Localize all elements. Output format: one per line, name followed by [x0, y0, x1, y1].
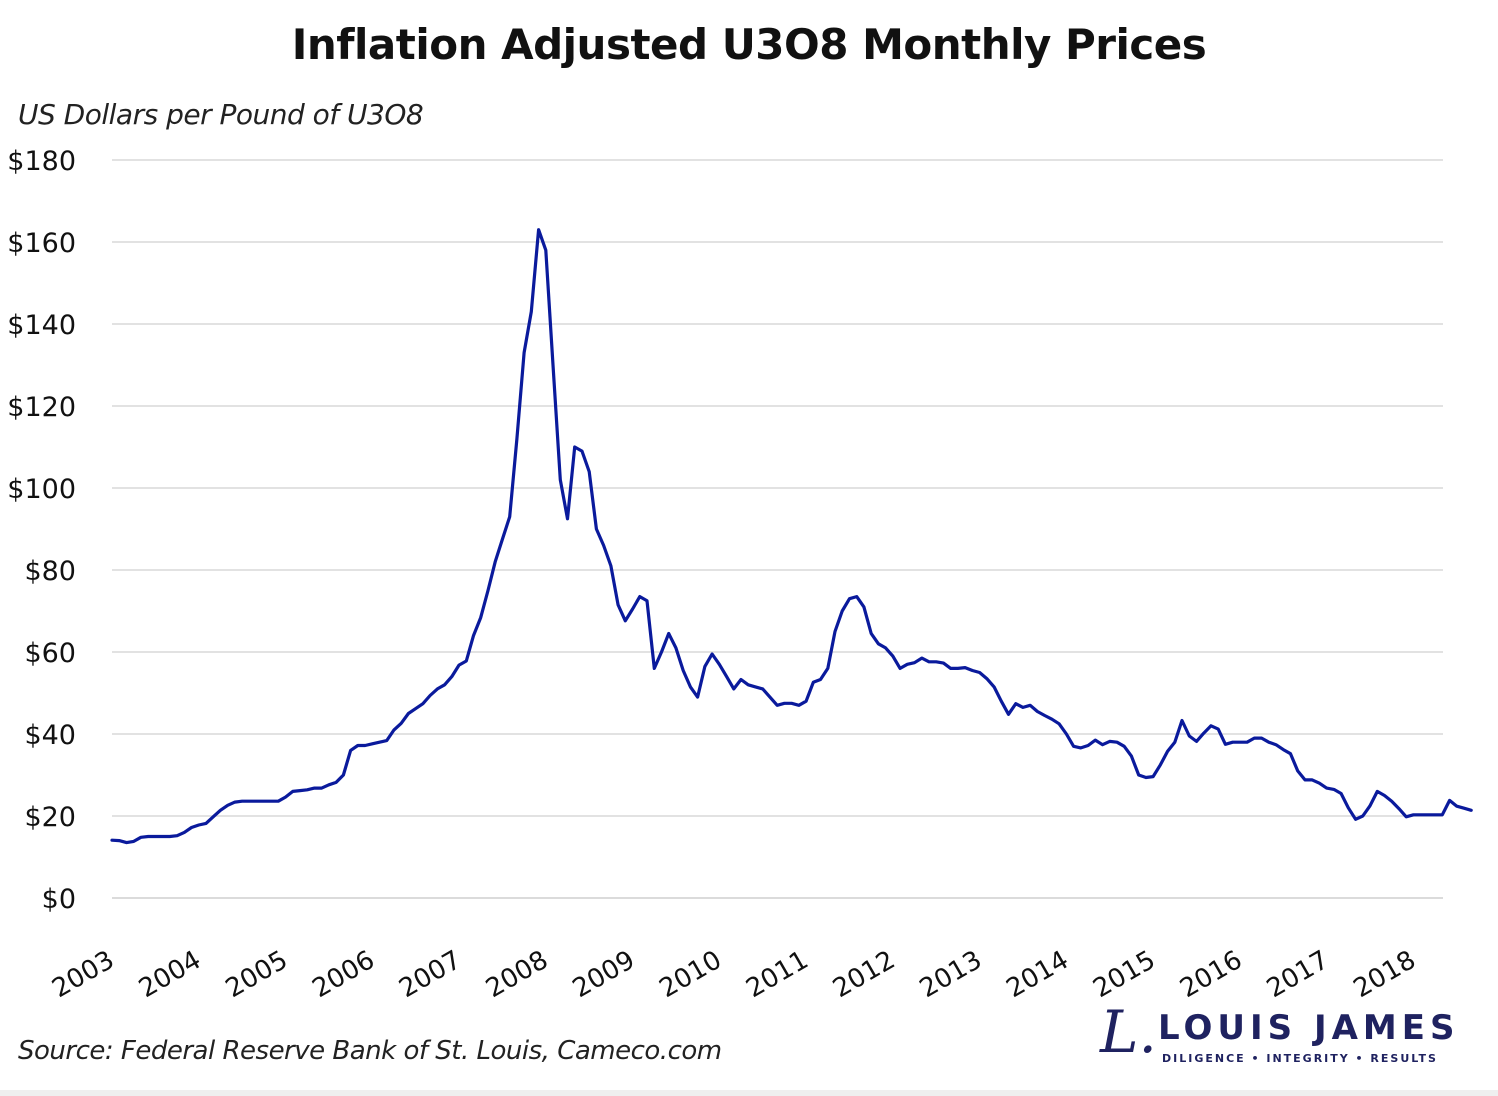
x-tick-label: 2016 [1175, 945, 1247, 1000]
x-tick-label: 2003 [47, 945, 119, 1000]
x-tick-label: 2009 [568, 945, 640, 1000]
y-tick-label: $20 [24, 802, 76, 833]
louis-james-logo: L. LOUIS JAMES DILIGENCE • INTEGRITY • R… [1100, 998, 1480, 1074]
logo-name: LOUIS JAMES [1158, 1008, 1460, 1048]
x-tick-label: 2010 [655, 945, 727, 1000]
y-tick-label: $60 [24, 638, 76, 669]
x-tick-label: 2015 [1088, 945, 1160, 1000]
line-chart: $0$20$40$60$80$100$120$140$160$180 2003 2… [7, 146, 1473, 1000]
logo-script-letter-icon: L. [1100, 998, 1157, 1066]
y-axis-label: US Dollars per Pound of U3O8 [18, 98, 424, 131]
y-tick-label: $0 [42, 884, 76, 915]
x-tick-label: 2018 [1349, 945, 1421, 1000]
series-group [110, 228, 1473, 845]
series-line-u3o8-price [110, 228, 1473, 845]
x-tick-label: 2017 [1262, 945, 1334, 1000]
x-tick-labels: 2003 2004 2005 2006 2007 2008 2009 2010 2011 2012… [47, 945, 1421, 1000]
y-tick-labels: $0 $20 $40 $60 $80 $100 $120 $140 $160 $180 [7, 146, 76, 915]
x-tick-label: 2013 [915, 945, 987, 1000]
x-tick-label: 2005 [221, 945, 293, 1000]
y-tick-label: $140 [7, 310, 76, 341]
x-tick-label: 2007 [394, 945, 466, 1000]
y-tick-label: $160 [7, 228, 76, 259]
x-tick-label: 2004 [134, 945, 206, 1000]
bottom-divider [0, 1090, 1498, 1096]
y-tick-label: $180 [7, 146, 76, 177]
x-tick-label: 2006 [307, 945, 379, 1000]
gridlines [112, 159, 1443, 899]
x-tick-label: 2011 [741, 945, 813, 1000]
y-tick-label: $100 [7, 474, 76, 505]
y-tick-label: $40 [24, 720, 76, 751]
x-tick-label: 2014 [1002, 945, 1074, 1000]
chart-title: Inflation Adjusted U3O8 Monthly Prices [291, 20, 1207, 69]
x-tick-label: 2012 [828, 945, 900, 1000]
x-tick-label: 2008 [481, 945, 553, 1000]
logo-tagline: DILIGENCE • INTEGRITY • RESULTS [1162, 1052, 1438, 1065]
y-tick-label: $80 [24, 556, 76, 587]
source-note: Source: Federal Reserve Bank of St. Loui… [18, 1036, 722, 1066]
y-tick-label: $120 [7, 392, 76, 423]
